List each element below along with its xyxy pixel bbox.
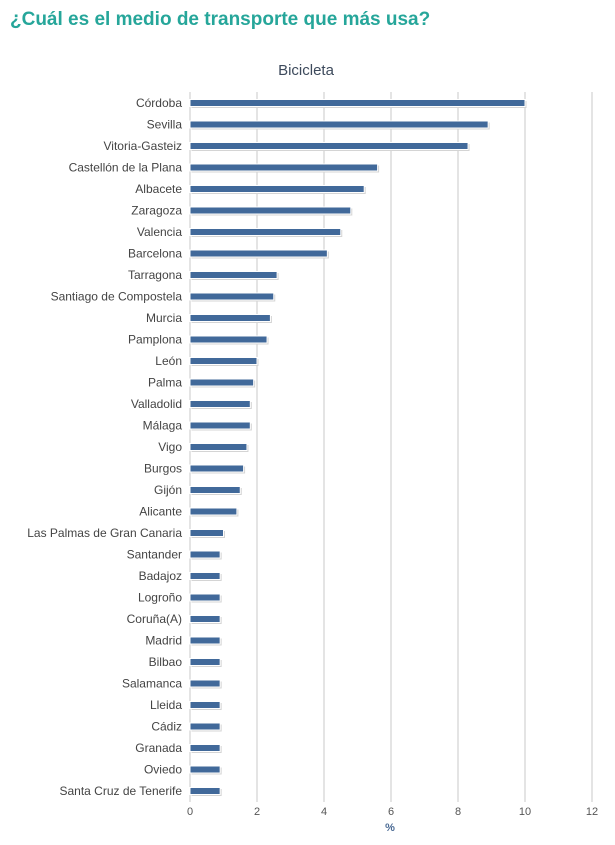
category-labels: Córdoba Sevilla Vitoria-Gasteiz Castellón d… <box>27 96 182 798</box>
category-label: Valencia <box>137 225 182 239</box>
category-label: Castellón de la Plana <box>69 161 183 175</box>
x-tick-label: 2 <box>254 806 260 818</box>
bar <box>189 120 489 129</box>
category-label: Santiago de Compostela <box>51 290 183 304</box>
bar <box>189 679 221 688</box>
category-label: Alicante <box>139 505 182 519</box>
bar <box>189 206 352 215</box>
bar <box>189 314 271 322</box>
bar <box>189 701 221 709</box>
bar <box>189 335 268 344</box>
bar <box>189 292 275 301</box>
category-label: Bilbao <box>149 655 183 669</box>
category-label: Logroño <box>138 591 182 605</box>
x-tick-label: 0 <box>187 806 193 818</box>
category-label: Córdoba <box>136 96 182 110</box>
page-heading: ¿Cuál es el medio de transporte que más … <box>10 9 431 30</box>
bar <box>189 787 221 795</box>
category-label: Vigo <box>158 440 182 454</box>
bar <box>189 357 258 365</box>
bar <box>189 550 221 559</box>
category-label: Valladolid <box>131 397 182 411</box>
bar <box>189 486 241 494</box>
category-label: Vitoria-Gasteiz <box>104 139 182 153</box>
category-label: Málaga <box>143 419 183 433</box>
bar <box>189 464 245 473</box>
grid <box>189 92 593 802</box>
x-tick-label: 10 <box>519 806 531 818</box>
bar <box>189 228 342 236</box>
category-label: Palma <box>148 376 182 390</box>
bar <box>189 163 379 172</box>
x-tick-label: 4 <box>321 806 327 818</box>
bar <box>189 593 221 602</box>
bar <box>189 185 365 193</box>
category-label: Granada <box>135 741 182 755</box>
bar <box>189 529 224 537</box>
bar <box>189 744 221 752</box>
category-label: Sevilla <box>147 118 183 132</box>
bar <box>189 142 469 150</box>
category-label: Zaragoza <box>131 204 182 218</box>
x-tick-label: 6 <box>388 806 394 818</box>
bar <box>189 507 238 516</box>
category-label: Barcelona <box>128 247 182 261</box>
category-label: Santa Cruz de Tenerife <box>59 784 182 798</box>
bar <box>189 378 255 387</box>
bar <box>189 615 221 623</box>
bars <box>189 99 527 796</box>
category-label: Coruña(A) <box>127 612 182 626</box>
category-label: Gijón <box>154 483 182 497</box>
bar <box>189 658 221 666</box>
x-tick-labels: 0 2 4 6 8 10 12 <box>187 806 598 818</box>
category-label: Badajoz <box>139 569 182 583</box>
bar <box>189 271 278 279</box>
bar <box>189 400 251 408</box>
category-label: Santander <box>127 548 182 562</box>
bar <box>189 421 251 430</box>
category-label: Albacete <box>135 182 182 196</box>
bar <box>189 722 221 731</box>
bar <box>189 765 221 774</box>
category-label: Pamplona <box>128 333 182 347</box>
category-label: Lleida <box>150 698 182 712</box>
category-label: Cádiz <box>151 720 182 734</box>
category-label: Burgos <box>144 462 182 476</box>
category-label: Murcia <box>146 311 182 325</box>
x-axis-title: % <box>385 822 395 834</box>
category-label: Oviedo <box>144 763 182 777</box>
x-tick-label: 12 <box>586 806 598 818</box>
chart-title: Bicicleta <box>278 62 335 79</box>
category-label: León <box>155 354 182 368</box>
category-label: Tarragona <box>128 268 182 282</box>
category-label: Madrid <box>145 634 182 648</box>
bar <box>189 99 526 107</box>
x-tick-label: 8 <box>455 806 461 818</box>
bar <box>189 249 328 258</box>
category-label: Las Palmas de Gran Canaria <box>27 526 182 540</box>
bar <box>189 636 221 645</box>
bar <box>189 443 248 451</box>
bar <box>189 572 221 580</box>
category-label: Salamanca <box>122 677 182 691</box>
